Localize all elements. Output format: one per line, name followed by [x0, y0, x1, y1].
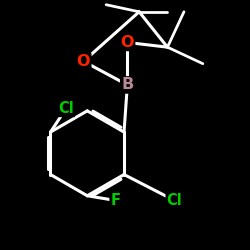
Text: O: O	[120, 35, 134, 50]
Text: Cl: Cl	[58, 101, 74, 116]
Text: B: B	[121, 78, 134, 92]
Text: O: O	[77, 54, 90, 69]
Text: F: F	[110, 193, 120, 208]
Text: Cl: Cl	[167, 193, 182, 208]
